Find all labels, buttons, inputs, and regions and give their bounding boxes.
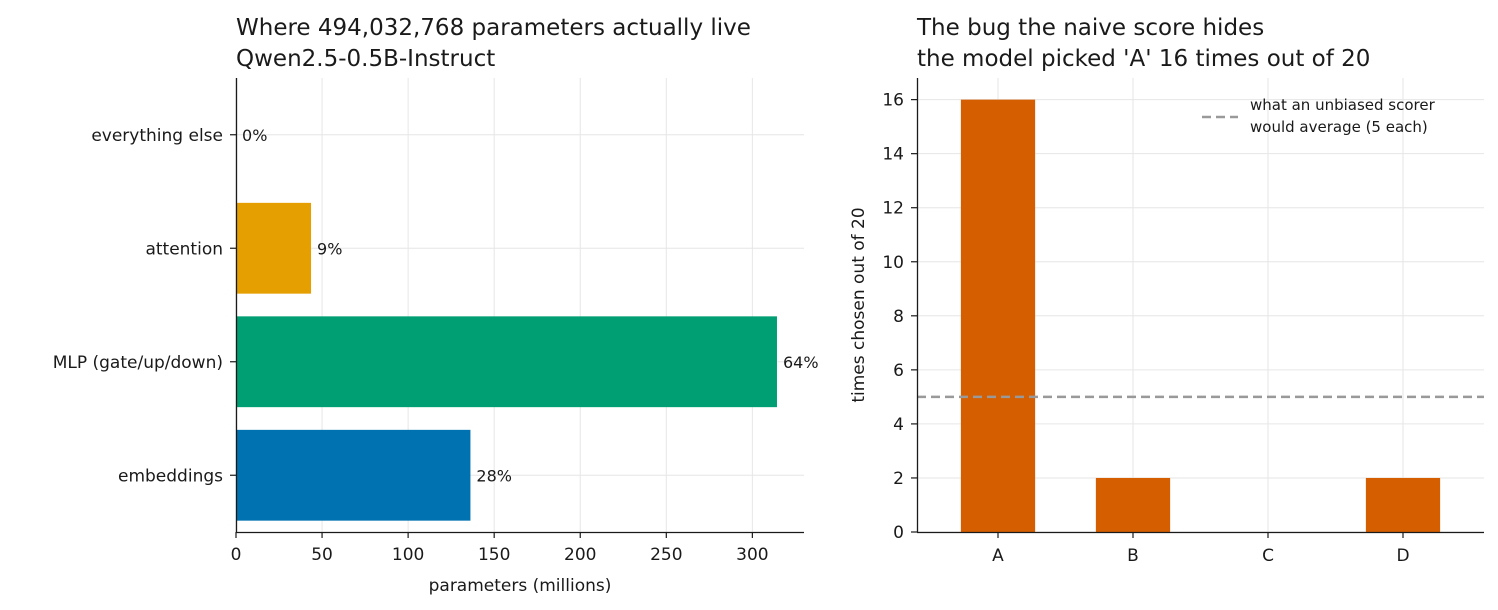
legend-label-line2: would average (5 each) xyxy=(1250,118,1428,136)
left-x-tick-label: 100 xyxy=(392,545,424,565)
left-x-tick-label: 250 xyxy=(650,545,682,565)
bar-percent-label: 0% xyxy=(242,126,267,145)
bar-option-b xyxy=(1095,477,1171,532)
right-chart-subtitle: the model picked 'A' 16 times out of 20 xyxy=(917,46,1370,72)
right-x-tick-label: B xyxy=(1127,546,1139,566)
left-x-tick-label: 50 xyxy=(311,545,333,565)
right-chart-title: The bug the naive score hides xyxy=(916,15,1264,41)
left-chart-subtitle: Qwen2.5-0.5B-Instruct xyxy=(236,46,495,72)
bar-embeddings xyxy=(236,429,471,521)
left-x-tick-label: 200 xyxy=(564,545,596,565)
bar-attention xyxy=(236,202,312,294)
left-y-tick-label: attention xyxy=(145,239,223,259)
left-x-tick-label: 300 xyxy=(736,545,768,565)
right-x-tick-label: C xyxy=(1262,546,1274,566)
right-y-tick-label: 16 xyxy=(882,91,904,111)
answer-bias-chart: The bug the naive score hides the model … xyxy=(849,15,1484,566)
bar-option-d xyxy=(1365,477,1441,532)
left-x-tick-label: 150 xyxy=(478,545,510,565)
right-chart-legend: what an unbiased scorer would average (5… xyxy=(1202,96,1436,136)
bar-percent-label: 64% xyxy=(783,353,819,372)
left-chart-x-label: parameters (millions) xyxy=(429,576,612,596)
left-chart-title: Where 494,032,768 parameters actually li… xyxy=(236,15,751,41)
right-x-tick-label: D xyxy=(1396,546,1409,566)
right-y-tick-label: 12 xyxy=(882,199,904,219)
left-chart-bars: 28% 64% 9% 0% xyxy=(236,89,819,521)
bar-mlp xyxy=(236,316,777,408)
left-chart-ticks: 0 50 100 150 200 250 300 embeddings MLP (gate/up… xyxy=(53,126,769,565)
bar-option-a xyxy=(960,99,1036,532)
left-y-tick-label: embeddings xyxy=(118,466,223,486)
right-chart-ticks: 0 2 4 6 8 10 12 14 16 A B C D xyxy=(882,91,1409,566)
right-chart-bars xyxy=(960,99,1441,532)
left-y-tick-label: MLP (gate/up/down) xyxy=(53,353,223,373)
parameter-distribution-chart: Where 494,032,768 parameters actually li… xyxy=(53,15,819,596)
left-y-tick-label: everything else xyxy=(91,126,223,146)
legend-label-line1: what an unbiased scorer xyxy=(1250,96,1436,114)
bar-percent-label: 28% xyxy=(476,466,512,485)
right-y-tick-label: 14 xyxy=(882,145,904,165)
right-y-tick-label: 4 xyxy=(893,415,904,435)
right-x-tick-label: A xyxy=(992,546,1004,566)
left-x-tick-label: 0 xyxy=(231,545,242,565)
right-chart-y-label: times chosen out of 20 xyxy=(849,207,869,402)
bar-percent-label: 9% xyxy=(317,239,342,258)
right-y-tick-label: 8 xyxy=(893,307,904,327)
right-y-tick-label: 6 xyxy=(893,361,904,381)
right-y-tick-label: 10 xyxy=(882,253,904,273)
right-y-tick-label: 0 xyxy=(893,523,904,543)
right-y-tick-label: 2 xyxy=(893,469,904,489)
